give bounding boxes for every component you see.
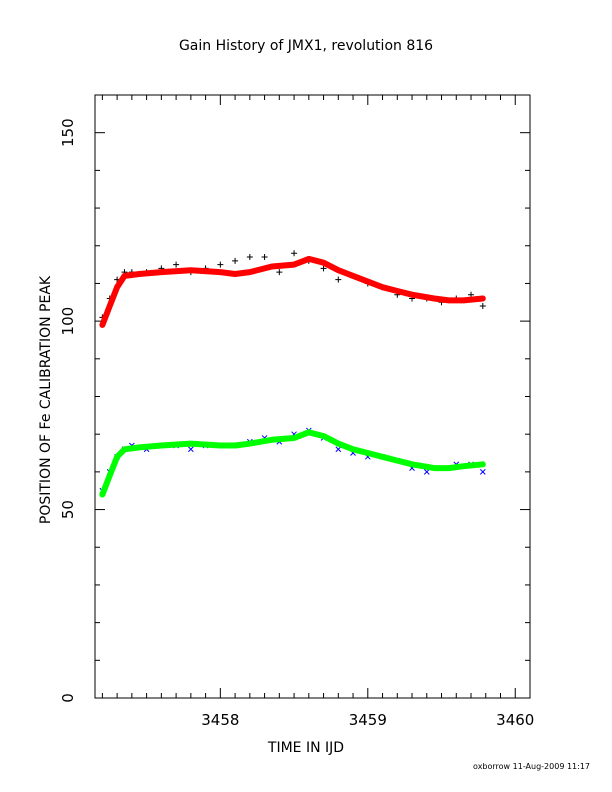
plot-frame	[94, 94, 531, 699]
plus-marker	[232, 257, 239, 264]
plus-marker	[291, 250, 298, 257]
footer-stamp: oxborrow 11-Aug-2009 11:17	[473, 762, 590, 771]
x-marker	[423, 469, 430, 475]
chart-title: Gain History of JMX1, revolution 816	[178, 38, 434, 54]
red-fit-line	[99, 255, 486, 328]
x-tick-label: 3458	[201, 711, 239, 729]
x-marker	[187, 446, 194, 453]
y-tick-label: 50	[59, 500, 77, 519]
axis-ticks	[95, 94, 531, 699]
plus-marker	[246, 254, 253, 261]
tick-labels: 0 50 100 150 3458 3459 3460	[59, 118, 534, 729]
y-tick-label: 150	[59, 118, 77, 147]
x-tick-label: 3460	[496, 711, 534, 729]
green-fit-line	[99, 429, 486, 498]
plus-marker	[217, 261, 224, 268]
plus-marker	[173, 261, 180, 268]
x-marker	[479, 469, 486, 475]
plus-marker	[276, 269, 283, 276]
y-tick-label: 100	[59, 307, 77, 336]
x-marker	[335, 446, 342, 453]
plus-marker	[261, 254, 268, 261]
plus-marker	[335, 276, 342, 283]
x-axis-label: TIME IN IJD	[267, 740, 345, 756]
plus-marker	[479, 303, 486, 310]
plus-marker	[320, 265, 327, 272]
x-tick-label: 3459	[349, 711, 387, 729]
fit-lines	[99, 255, 486, 498]
y-tick-label: 0	[59, 693, 77, 703]
y-axis-label: POSITION OF Fe CALIBRATION PEAK	[38, 275, 54, 524]
data-markers	[99, 250, 486, 494]
